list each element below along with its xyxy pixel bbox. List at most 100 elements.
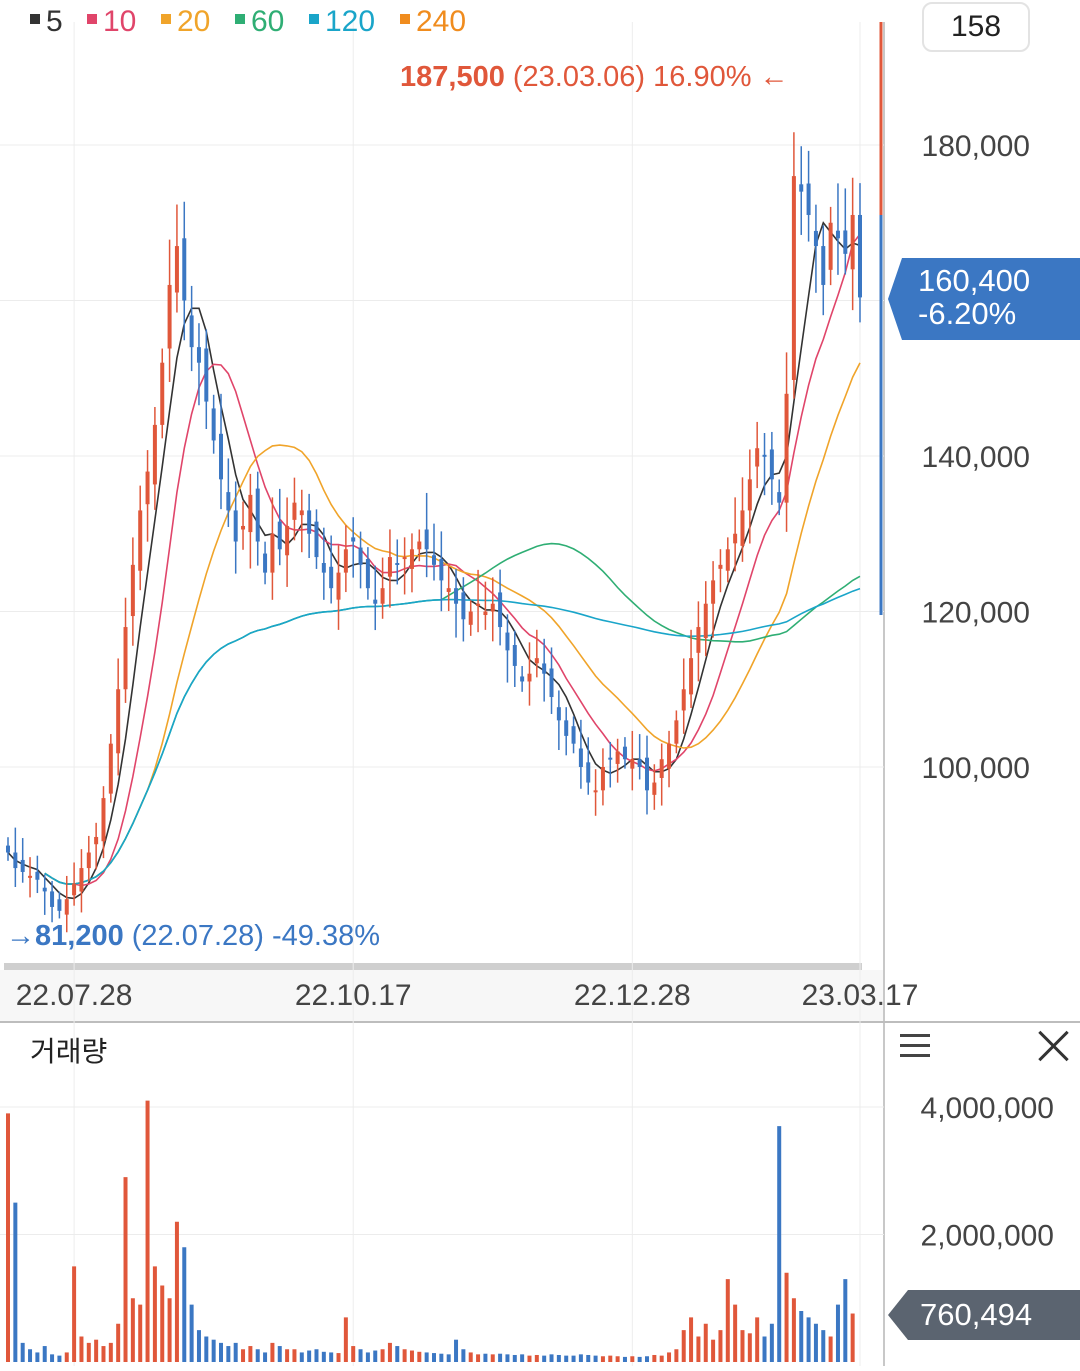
candle-body	[600, 767, 605, 791]
price-y-tick-label: 100,000	[922, 752, 1030, 785]
candle-body	[116, 689, 121, 754]
candle-body	[593, 790, 598, 793]
volume-bar	[365, 1352, 370, 1362]
candle-body	[233, 510, 238, 542]
volume-bar	[417, 1351, 422, 1362]
candle-body	[409, 549, 414, 569]
candle-body	[108, 743, 113, 794]
volume-bar	[593, 1355, 598, 1362]
volume-bar	[116, 1323, 121, 1362]
volume-bar	[174, 1221, 179, 1362]
candle-body	[329, 566, 334, 589]
volume-bar	[498, 1353, 503, 1362]
volume-bar	[196, 1330, 201, 1362]
candle-body	[299, 510, 304, 516]
volume-bar	[307, 1350, 312, 1362]
volume-bar	[79, 1336, 84, 1362]
candle-body	[674, 720, 679, 744]
candle-body	[645, 757, 649, 791]
volume-bar	[424, 1352, 429, 1362]
scroll-bar[interactable]	[4, 963, 862, 970]
candle-body	[608, 757, 613, 760]
candle-body	[571, 726, 576, 744]
volume-bar	[667, 1352, 672, 1362]
candle-body	[483, 611, 488, 616]
candle-body	[343, 549, 348, 573]
volume-bar	[461, 1349, 466, 1362]
candle-body	[28, 875, 33, 878]
volume-bar	[57, 1355, 62, 1362]
volume-bar	[615, 1356, 620, 1362]
volume-bar	[380, 1349, 385, 1362]
volume-bar	[564, 1355, 569, 1362]
candle-body	[549, 668, 554, 698]
volume-bar	[520, 1354, 525, 1362]
candle-body	[219, 433, 223, 480]
volume-bar	[586, 1354, 591, 1362]
volume-bar	[505, 1354, 510, 1362]
legend-swatch	[161, 14, 171, 24]
candle-body	[784, 393, 789, 503]
volume-bar	[402, 1349, 407, 1362]
candle-body	[263, 553, 268, 573]
candle-body	[380, 588, 385, 604]
volume-bar	[241, 1349, 246, 1362]
volume-bar	[351, 1346, 356, 1362]
candle-body	[6, 845, 10, 853]
candle-body	[417, 541, 422, 550]
candle-body	[277, 521, 282, 550]
candle-body	[50, 891, 55, 907]
close-icon[interactable]	[1036, 1028, 1072, 1064]
volume-bar	[277, 1346, 282, 1362]
candle-body	[387, 557, 392, 577]
candle-body	[321, 562, 326, 573]
candle-body	[101, 798, 106, 842]
candle-body	[86, 852, 91, 869]
volume-y-tick-label: 4,000,000	[921, 1092, 1054, 1125]
candle-body	[314, 521, 319, 558]
candle-body	[13, 852, 18, 869]
low-price-value: 81,200	[35, 920, 124, 952]
legend-label-20: 20	[177, 5, 210, 38]
hamburger-icon[interactable]	[898, 1030, 932, 1064]
volume-bar	[791, 1298, 796, 1362]
volume-bar	[20, 1342, 25, 1362]
candle-body	[439, 558, 444, 581]
volume-bar	[674, 1349, 679, 1362]
candle-body	[336, 572, 341, 600]
volume-bar	[263, 1352, 268, 1362]
candle-body	[351, 537, 356, 542]
candle-body	[622, 746, 627, 760]
volume-bar	[835, 1304, 840, 1362]
candle-body	[241, 525, 246, 530]
volume-bar	[784, 1272, 789, 1362]
candle-body	[130, 564, 135, 617]
volume-bar	[138, 1304, 143, 1362]
high-price-date: (23.03.06) 16.90% ←	[505, 61, 789, 93]
volume-bar	[718, 1330, 723, 1362]
candle-body	[835, 230, 840, 239]
volume-bar	[211, 1339, 216, 1362]
volume-bar	[527, 1355, 532, 1362]
volume-bar	[226, 1346, 231, 1362]
candle-body	[454, 588, 459, 604]
volume-bar	[711, 1339, 716, 1362]
candle-body	[512, 645, 517, 666]
volume-bar	[454, 1339, 459, 1362]
candle-body	[630, 759, 635, 769]
volume-bar	[439, 1353, 444, 1362]
legend-swatch	[309, 14, 319, 24]
volume-bar	[534, 1354, 539, 1362]
candle-body	[57, 899, 62, 911]
price-y-tick-label: 120,000	[922, 597, 1030, 630]
candle-body	[196, 347, 201, 363]
candle-body	[659, 759, 664, 778]
candle-body	[505, 632, 510, 651]
candle-body	[123, 627, 128, 690]
volume-bar	[630, 1356, 635, 1362]
volume-bar	[696, 1336, 701, 1362]
volume-bar	[740, 1330, 745, 1362]
count-badge[interactable]: 158	[922, 2, 1030, 52]
volume-bar	[600, 1356, 605, 1362]
